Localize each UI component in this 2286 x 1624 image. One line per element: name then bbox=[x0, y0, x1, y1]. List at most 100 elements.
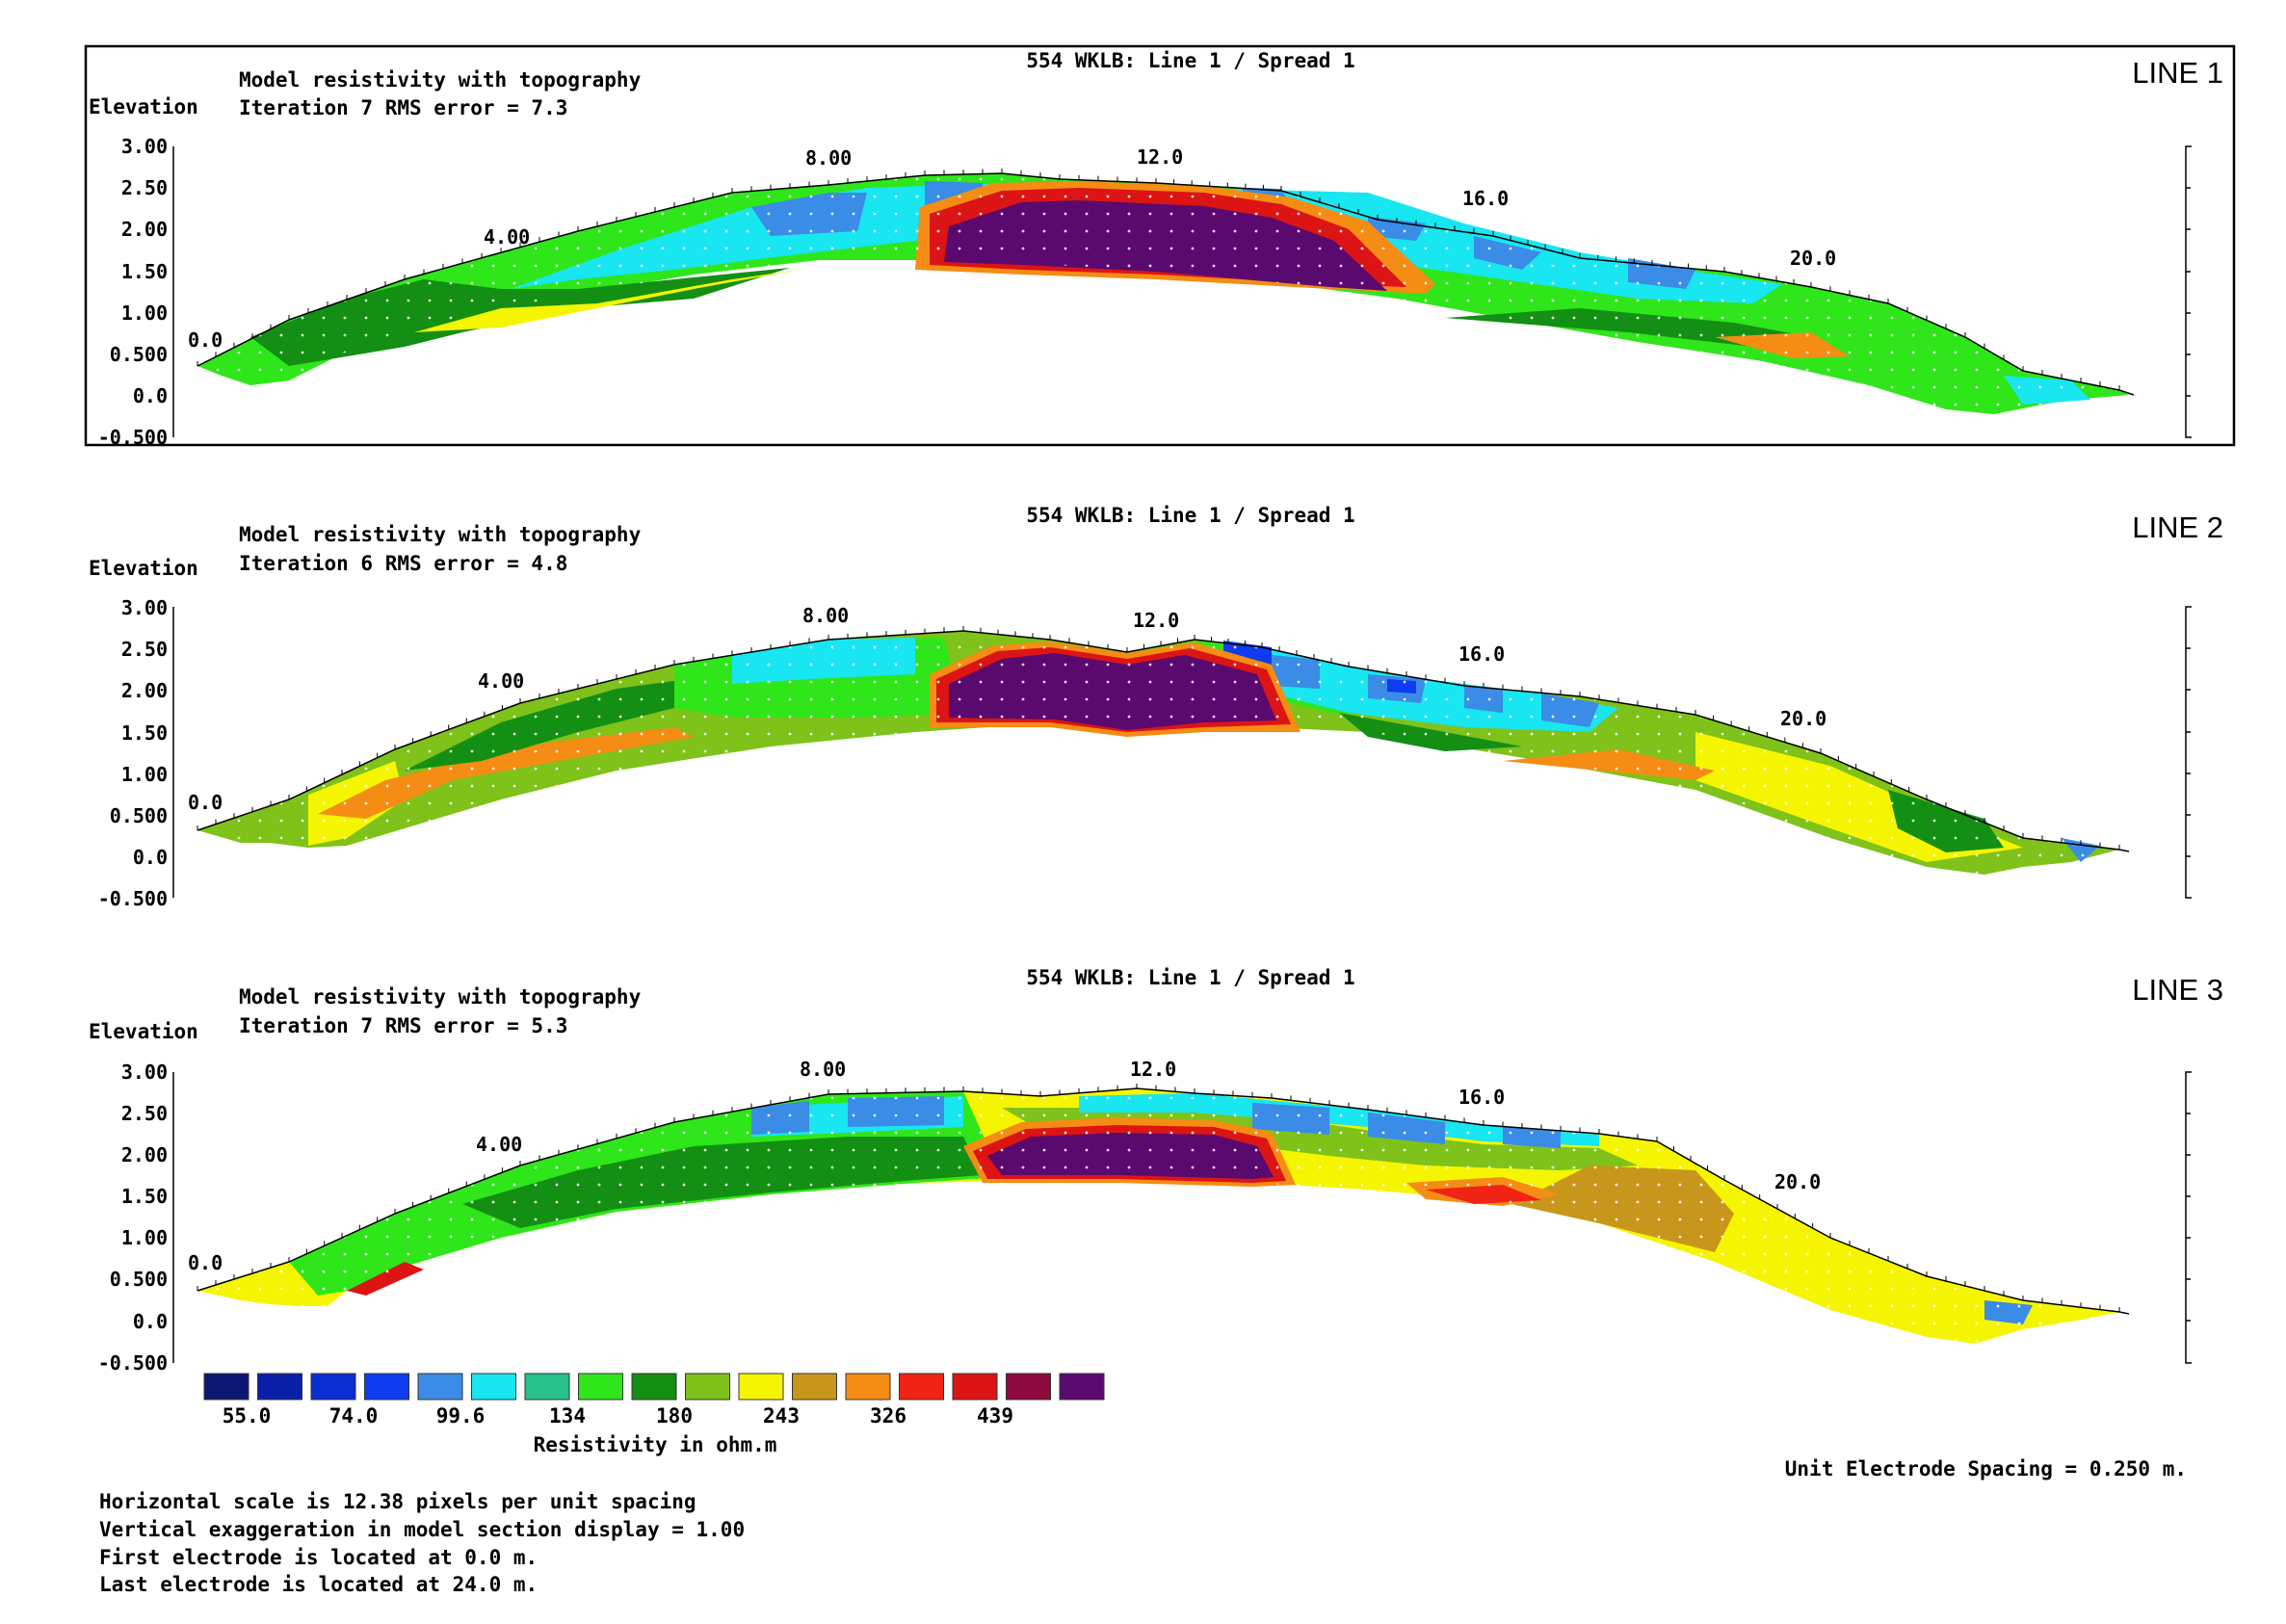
panel3-xlabel: 0.0 bbox=[188, 1251, 223, 1274]
panel2-ytick-label: 0.0 bbox=[133, 846, 168, 869]
electrode-ticks bbox=[197, 626, 2120, 850]
note-line: Vertical exaggeration in model section d… bbox=[99, 1518, 745, 1541]
scale-notes: Horizontal scale is 12.38 pixels per uni… bbox=[99, 1490, 745, 1596]
panel1-xlabel: 8.00 bbox=[805, 146, 852, 170]
panel2-ylabel: Elevation bbox=[89, 557, 198, 580]
panel3-xlabel: 20.0 bbox=[1774, 1170, 1821, 1193]
legend-swatch bbox=[1059, 1373, 1105, 1401]
panel1-xlabel: 20.0 bbox=[1790, 247, 1836, 270]
panel3-line-label: LINE 3 bbox=[2132, 973, 2223, 1007]
panel2-x-labels: 0.0 4.00 8.00 12.0 16.0 20.0 bbox=[188, 604, 1826, 814]
panel2-ytick-label: 0.500 bbox=[110, 804, 168, 827]
legend-label: 180 bbox=[656, 1404, 693, 1428]
legend-swatch bbox=[845, 1373, 891, 1401]
panel2-ytick-label: 1.00 bbox=[121, 763, 168, 786]
panel2-ytick-label: 2.00 bbox=[121, 679, 168, 702]
legend-label: 55.0 bbox=[223, 1404, 272, 1428]
panel2-ytick-label: 3.00 bbox=[121, 596, 168, 619]
panel3-ytick-label: 1.00 bbox=[121, 1226, 168, 1249]
legend-swatch bbox=[1006, 1373, 1051, 1401]
panel1-model-cells bbox=[197, 173, 2129, 414]
panel2-subtitle2: Iteration 6 RMS error = 4.8 bbox=[239, 552, 567, 575]
panel3-ytick-label: 2.50 bbox=[121, 1102, 168, 1125]
panel-line1: 554 WKLB: Line 1 / Spread 1 Model resist… bbox=[84, 44, 2236, 449]
panel1-ytick-label: 2.50 bbox=[121, 176, 168, 199]
legend-swatch bbox=[792, 1373, 837, 1401]
legend-label: 439 bbox=[977, 1404, 1013, 1428]
panel2-xlabel: 20.0 bbox=[1780, 707, 1826, 730]
panel1-body bbox=[414, 270, 800, 332]
legend-label: 74.0 bbox=[329, 1404, 379, 1428]
panel1-ylabel: Elevation bbox=[89, 95, 198, 118]
color-scale-legend bbox=[203, 1373, 1105, 1401]
panel2-right-axis bbox=[2185, 606, 2192, 899]
panel3-xlabel: 8.00 bbox=[800, 1058, 846, 1081]
electrode-ticks bbox=[197, 1084, 2120, 1312]
panel3-body bbox=[347, 1262, 424, 1296]
panel3-title: 554 WKLB: Line 1 / Spread 1 bbox=[1026, 966, 1354, 989]
panel2-ytick-label: 1.50 bbox=[121, 721, 168, 745]
panel2-title: 554 WKLB: Line 1 / Spread 1 bbox=[1026, 504, 1354, 527]
note-line: First electrode is located at 0.0 m. bbox=[99, 1546, 538, 1569]
panel1-right-axis bbox=[2185, 145, 2192, 438]
legend-swatch bbox=[257, 1373, 302, 1401]
panel1-title: 554 WKLB: Line 1 / Spread 1 bbox=[1026, 49, 1354, 72]
panel3-x-labels: 0.0 4.00 8.00 12.0 16.0 20.0 bbox=[188, 1058, 1821, 1274]
panel1-ytick-label: 3.00 bbox=[121, 135, 168, 158]
panel2-ytick-label: -0.500 bbox=[98, 887, 168, 910]
panel1-xlabel: 16.0 bbox=[1462, 187, 1509, 210]
panel3-ytick-label: 1.50 bbox=[121, 1185, 168, 1208]
panel3-model-cells bbox=[197, 1088, 2119, 1344]
panel-line2: 554 WKLB: Line 1 / Spread 1 Model resist… bbox=[89, 504, 2223, 910]
panel2-xlabel: 0.0 bbox=[188, 791, 223, 814]
legend-title: Resistivity in ohm.m bbox=[534, 1433, 777, 1456]
panel1-ytick-label: 1.50 bbox=[121, 260, 168, 283]
unit-electrode-spacing: Unit Electrode Spacing = 0.250 m. bbox=[1785, 1457, 2187, 1480]
panel3-ytick-label: 0.500 bbox=[110, 1268, 168, 1291]
panel1-x-labels: 0.0 4.00 8.00 12.0 16.0 20.0 bbox=[188, 145, 1836, 352]
legend-swatch bbox=[952, 1373, 998, 1401]
legend-swatch bbox=[310, 1373, 356, 1401]
panel3-ytick-label: 0.0 bbox=[133, 1310, 168, 1333]
legend-label: 134 bbox=[549, 1404, 586, 1428]
panel3-ytick-label: 2.00 bbox=[121, 1143, 168, 1166]
panel1-subtitle1: Model resistivity with topography bbox=[239, 68, 642, 92]
panel2-xlabel: 4.00 bbox=[478, 669, 524, 693]
legend-swatch bbox=[203, 1373, 250, 1401]
legend-swatch bbox=[524, 1373, 570, 1401]
panel2-line-label: LINE 2 bbox=[2132, 511, 2223, 544]
legend-swatch bbox=[899, 1373, 944, 1401]
electrode-ticks bbox=[197, 169, 2120, 390]
legend-label: 243 bbox=[763, 1404, 800, 1428]
panel2-xlabel: 16.0 bbox=[1458, 642, 1505, 666]
panel1-ytick-label: 2.00 bbox=[121, 218, 168, 241]
panel1-ytick-label: 0.0 bbox=[133, 384, 168, 407]
panel2-y-ticks: 3.00 2.50 2.00 1.50 1.00 0.500 0.0 -0.50… bbox=[98, 596, 168, 910]
legend-swatch bbox=[578, 1373, 623, 1401]
legend-swatch bbox=[364, 1373, 409, 1401]
panel1-line-label: LINE 1 bbox=[2132, 56, 2223, 90]
panel3-subtitle2: Iteration 7 RMS error = 5.3 bbox=[239, 1014, 567, 1037]
panel1-xlabel: 0.0 bbox=[188, 328, 223, 352]
panel3-xlabel: 16.0 bbox=[1458, 1086, 1505, 1109]
panel2-subtitle1: Model resistivity with topography bbox=[239, 523, 642, 546]
note-line: Horizontal scale is 12.38 pixels per uni… bbox=[99, 1490, 696, 1513]
panel2-xlabel: 8.00 bbox=[802, 604, 849, 627]
legend-swatch bbox=[738, 1373, 784, 1401]
panel1-subtitle2: Iteration 7 RMS error = 7.3 bbox=[239, 96, 567, 119]
panel1-y-ticks: 3.00 2.50 2.00 1.50 1.00 0.500 0.0 -0.50… bbox=[98, 135, 168, 449]
panel2-model-cells bbox=[197, 631, 2119, 875]
legend-swatch bbox=[631, 1373, 677, 1401]
panel1-ytick-label: 0.500 bbox=[110, 343, 168, 366]
panel3-ylabel: Elevation bbox=[89, 1020, 198, 1043]
legend-swatch bbox=[417, 1373, 463, 1401]
legend-label: 99.6 bbox=[436, 1404, 486, 1428]
panel3-y-ticks: 3.00 2.50 2.00 1.50 1.00 0.500 0.0 -0.50… bbox=[98, 1061, 168, 1375]
legend-label: 326 bbox=[870, 1404, 907, 1428]
note-line: Last electrode is located at 24.0 m. bbox=[99, 1573, 538, 1596]
legend-labels: 55.0 74.0 99.6 134 180 243 326 439 bbox=[223, 1404, 1013, 1428]
panel1-ytick-label: -0.500 bbox=[98, 426, 168, 449]
panel3-ytick-label: 3.00 bbox=[121, 1061, 168, 1084]
panel1-xlabel: 12.0 bbox=[1137, 145, 1183, 169]
